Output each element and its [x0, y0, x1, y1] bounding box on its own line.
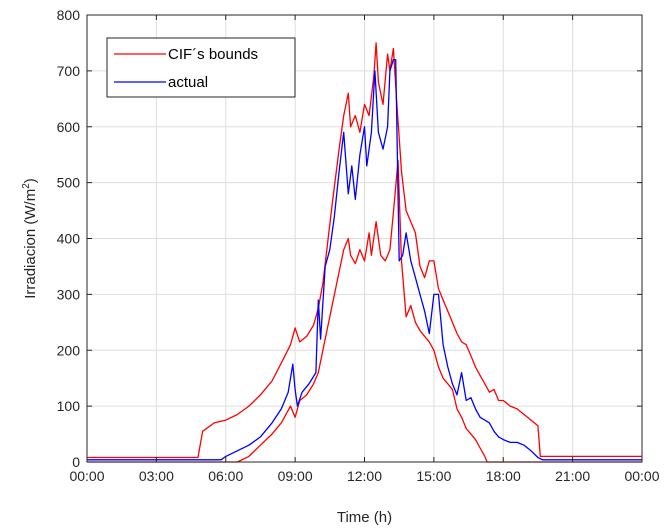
- ticks: 00:00 03:00 06:00 09:00 12:00 15:00 18:00 21:00…: [57, 7, 660, 484]
- y-axis-title-close: ): [22, 178, 39, 183]
- y-tick-label: 800: [57, 7, 81, 23]
- series-line-lower: [87, 159, 642, 463]
- y-tick-label: 0: [72, 454, 80, 470]
- x-tick-label: 06:00: [208, 468, 243, 484]
- y-tick-label: 400: [57, 231, 81, 247]
- y-tick-label: 300: [57, 286, 81, 302]
- x-tick-label: 15:00: [416, 468, 451, 484]
- x-tick-label: 00:00: [69, 468, 104, 484]
- x-tick-label: 21:00: [555, 468, 590, 484]
- series-layer: [87, 42, 642, 463]
- series-line-actual: [87, 59, 642, 461]
- legend-label-actual: actual: [168, 74, 208, 91]
- y-tick-label: 200: [57, 342, 81, 358]
- y-axis-title: Irradiacion (W/m2): [21, 178, 39, 299]
- x-tick-label: 18:00: [486, 468, 521, 484]
- x-tick-label: 12:00: [347, 468, 382, 484]
- legend-label-bounds: CIF´s bounds: [168, 46, 258, 63]
- y-tick-label: 700: [57, 63, 81, 79]
- x-tick-label: 09:00: [278, 468, 313, 484]
- y-axis-title-main: Irradiacion (W/m: [22, 189, 39, 299]
- y-tick-label: 500: [57, 175, 81, 191]
- x-tick-label: 03:00: [139, 468, 174, 484]
- y-tick-label: 600: [57, 119, 81, 135]
- y-axis-title-sup: 2: [21, 183, 32, 189]
- legend-box: [106, 37, 296, 98]
- x-tick-label: 00:00: [624, 468, 659, 484]
- legend: CIF´s bounds actual: [106, 37, 296, 98]
- y-tick-label: 100: [57, 398, 81, 414]
- x-axis-title: Time (h): [337, 509, 392, 526]
